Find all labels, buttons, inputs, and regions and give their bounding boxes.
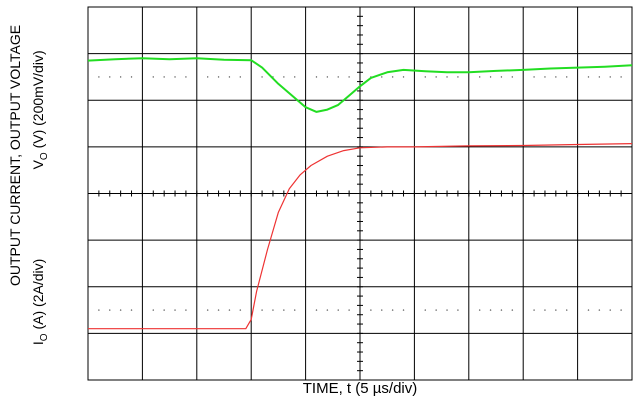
reference-dot	[217, 309, 220, 311]
reference-dot	[239, 309, 242, 311]
reference-dot	[500, 309, 503, 311]
reference-dot	[381, 76, 383, 78]
reference-dot	[391, 76, 394, 78]
reference-dot	[239, 76, 242, 78]
reference-dot	[261, 76, 263, 78]
x-axis-label: TIME, t (5 µs/div)	[302, 380, 418, 397]
reference-dot	[337, 76, 339, 78]
reference-dot	[130, 309, 133, 311]
reference-dot	[152, 309, 154, 311]
reference-dot	[544, 76, 546, 78]
reference-dot	[348, 309, 350, 311]
reference-dot	[533, 76, 535, 78]
reference-dot	[620, 309, 622, 311]
reference-dot	[555, 309, 557, 311]
y-axis-outer-label: OUTPUT CURRENT, OUTPUT VOLTAGE	[7, 24, 23, 286]
reference-dot	[544, 309, 546, 311]
reference-dot	[424, 309, 426, 311]
reference-dot	[402, 76, 405, 78]
reference-dot	[446, 309, 448, 311]
reference-dot	[174, 76, 176, 78]
reference-dot	[174, 309, 176, 311]
reference-dot	[391, 309, 394, 311]
reference-dot	[185, 76, 187, 78]
reference-dot	[489, 309, 492, 311]
reference-dot	[555, 76, 557, 78]
reference-dot	[206, 309, 209, 311]
reference-dot	[98, 76, 100, 78]
reference-dot	[511, 76, 514, 78]
reference-dot	[294, 76, 296, 78]
reference-dot	[119, 76, 122, 78]
reference-dot	[435, 309, 437, 311]
reference-dot	[424, 76, 426, 78]
reference-dot	[337, 309, 339, 311]
reference-dot	[315, 309, 318, 311]
reference-dot	[326, 76, 329, 78]
reference-dot	[119, 309, 122, 311]
reference-dot	[228, 309, 231, 311]
reference-dot	[348, 76, 350, 78]
reference-dot	[163, 76, 165, 78]
reference-dot	[478, 76, 481, 78]
reference-dot	[500, 76, 503, 78]
reference-dot	[587, 76, 590, 78]
reference-dot	[566, 309, 568, 311]
reference-dot	[109, 76, 111, 78]
reference-dot	[185, 309, 187, 311]
reference-dot	[598, 76, 601, 78]
grid	[87, 6, 633, 381]
reference-dot	[609, 76, 611, 78]
reference-dot	[294, 309, 296, 311]
reference-dot	[228, 76, 231, 78]
reference-dot	[206, 76, 209, 78]
reference-dot	[152, 76, 154, 78]
traces	[87, 57, 633, 330]
reference-dot	[620, 76, 622, 78]
reference-dot	[163, 309, 165, 311]
reference-dot	[98, 309, 100, 311]
reference-dot	[326, 309, 329, 311]
reference-dot	[261, 309, 263, 311]
reference-dot	[587, 309, 590, 311]
reference-dot	[130, 76, 133, 78]
reference-dot	[381, 309, 383, 311]
reference-dot	[370, 309, 372, 311]
current-trace	[88, 143, 633, 330]
reference-dot	[457, 309, 459, 311]
reference-dot	[478, 309, 481, 311]
reference-dot	[283, 76, 285, 78]
reference-dot	[217, 76, 220, 78]
reference-dot	[272, 309, 274, 311]
reference-dot	[446, 76, 448, 78]
reference-dot	[109, 309, 111, 311]
reference-dot	[566, 76, 568, 78]
reference-dot	[609, 309, 611, 311]
reference-dot	[315, 76, 318, 78]
reference-dot	[435, 76, 437, 78]
y-axis-current-label: IO (A) (2A/div)	[30, 258, 50, 346]
reference-dot	[457, 76, 459, 78]
reference-dot	[511, 309, 514, 311]
reference-dot	[402, 309, 405, 311]
reference-dot	[489, 76, 492, 78]
reference-dot	[283, 309, 285, 311]
y-axis-voltage-label: VO (V) (200mV/div)	[30, 50, 50, 170]
reference-dot	[598, 309, 601, 311]
reference-dot	[533, 309, 535, 311]
voltage-trace	[87, 57, 633, 113]
